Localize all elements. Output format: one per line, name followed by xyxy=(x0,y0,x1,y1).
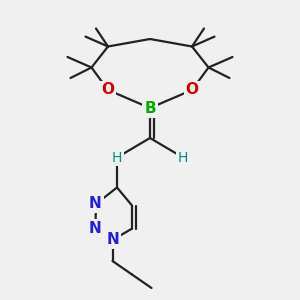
Text: N: N xyxy=(89,221,102,236)
Text: N: N xyxy=(89,196,102,211)
Text: H: H xyxy=(178,151,188,164)
Text: B: B xyxy=(144,101,156,116)
Text: N: N xyxy=(106,232,119,247)
Text: O: O xyxy=(101,82,115,98)
Text: H: H xyxy=(112,151,122,164)
Text: O: O xyxy=(185,82,199,98)
